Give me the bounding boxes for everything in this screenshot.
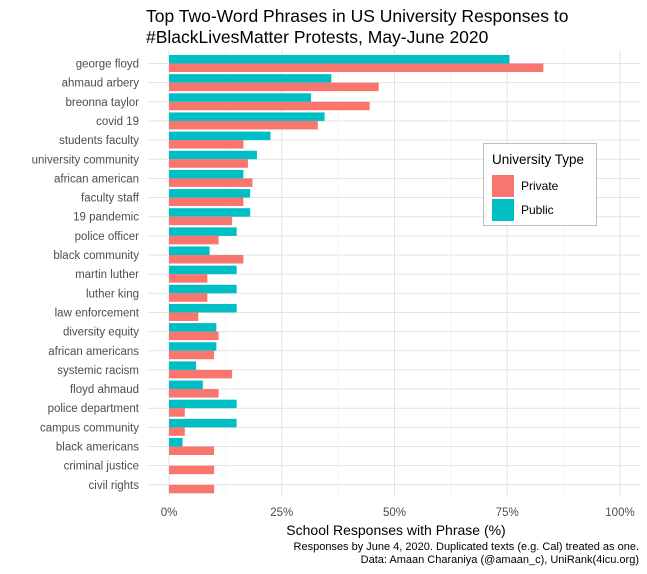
- bar-private: [169, 140, 244, 149]
- bar-private: [169, 235, 219, 245]
- bar-private: [169, 369, 233, 379]
- bar-public: [169, 323, 217, 332]
- x-tick-label: 25%: [270, 507, 293, 519]
- legend-key-private: [492, 175, 514, 197]
- y-tick-label: police department: [48, 403, 140, 415]
- bar-private: [169, 331, 219, 341]
- bar-private: [169, 446, 215, 455]
- y-tick-label: luther king: [86, 288, 139, 300]
- bar-private: [169, 389, 219, 398]
- y-tick-label: covid 19: [96, 116, 139, 128]
- bar-private: [169, 255, 244, 264]
- y-tick-label: african american: [54, 173, 139, 185]
- y-tick-label: black americans: [56, 442, 139, 454]
- y-tick-label: civil rights: [89, 480, 140, 492]
- bar-private: [169, 159, 248, 168]
- y-tick-label: martin luther: [75, 269, 139, 281]
- bar-private: [169, 101, 370, 111]
- bar-public: [169, 131, 271, 141]
- bar-public: [169, 169, 244, 179]
- y-tick-label: african americans: [48, 346, 139, 358]
- bar-private: [169, 484, 215, 494]
- bar-private: [169, 274, 208, 283]
- y-tick-label: students faculty: [59, 135, 139, 147]
- y-tick-label: diversity equity: [63, 327, 139, 339]
- y-tick-label: police officer: [75, 231, 140, 243]
- y-axis-labels: george floyd ahmaud arbery breonna taylor c…: [32, 59, 140, 492]
- chart-title: Top Two-Word Phrases in US University Re…: [146, 6, 636, 48]
- y-tick-label: campus community: [40, 422, 139, 434]
- x-tick-label: 0%: [161, 507, 178, 519]
- bar-public: [169, 112, 325, 121]
- x-tick-label: 50%: [383, 507, 406, 519]
- legend-key-public: [492, 199, 514, 221]
- bar-public: [169, 227, 237, 236]
- y-tick-label: breonna taylor: [65, 97, 139, 109]
- bar-private: [169, 216, 233, 226]
- bar-public: [169, 438, 183, 447]
- bar-public: [169, 55, 510, 64]
- bar-private: [169, 408, 185, 417]
- bar-public: [169, 399, 237, 409]
- bar-public: [169, 93, 312, 102]
- caption: Responses by June 4, 2020. Duplicated te…: [294, 541, 639, 567]
- bar-private: [169, 427, 185, 436]
- caption-line-1: Responses by June 4, 2020. Duplicated te…: [293, 541, 639, 553]
- caption-line-2: Data: Amaan Charaniya (@amaan_c), UniRan…: [360, 554, 639, 566]
- bar-private: [169, 350, 215, 360]
- bar-private: [169, 63, 544, 72]
- y-tick-label: ahmaud arbery: [62, 78, 140, 90]
- y-tick-label: floyd ahmaud: [70, 384, 139, 396]
- y-tick-label: criminal justice: [64, 461, 139, 473]
- bar-private: [169, 465, 215, 475]
- y-tick-label: systemic racism: [57, 365, 139, 377]
- legend-label-private: Private: [521, 179, 559, 193]
- chart-title-line-1: Top Two-Word Phrases in US University Re…: [146, 6, 569, 26]
- y-tick-label: faculty staff: [81, 193, 140, 205]
- x-tick-label: 100%: [605, 507, 634, 519]
- y-tick-label: university community: [32, 154, 140, 166]
- bar-public: [169, 246, 210, 255]
- bar-public: [169, 208, 251, 217]
- bars: [169, 55, 544, 494]
- bar-public: [169, 361, 197, 370]
- bar-public: [169, 418, 237, 428]
- chart-title-line-2: #BlackLivesMatter Protests, May-June 202…: [146, 27, 489, 47]
- bar-public: [169, 284, 237, 294]
- bar-private: [169, 120, 318, 130]
- y-tick-label: law enforcement: [55, 307, 140, 319]
- legend-label-public: Public: [521, 203, 554, 217]
- bar-private: [169, 293, 208, 302]
- x-axis-labels: 0% 25% 50% 75% 100%: [161, 507, 635, 519]
- legend-title: University Type: [492, 152, 585, 167]
- x-tick-label: 75%: [496, 507, 519, 519]
- bar-public: [169, 342, 217, 351]
- bar-public: [169, 265, 237, 275]
- y-tick-label: george floyd: [76, 59, 139, 71]
- bar-private: [169, 312, 199, 321]
- y-tick-label: black community: [53, 250, 139, 262]
- y-tick-label: 19 pandemic: [73, 212, 139, 224]
- bar-public: [169, 189, 251, 198]
- bar-private: [169, 197, 244, 207]
- bar-public: [169, 150, 257, 160]
- legend: University Type Private Public: [483, 143, 597, 226]
- bar-public: [169, 74, 332, 83]
- bar-public: [169, 303, 237, 313]
- bar-public: [169, 380, 203, 390]
- bar-private: [169, 82, 379, 92]
- x-axis-title: School Responses with Phrase (%): [286, 522, 505, 538]
- bar-private: [169, 178, 253, 187]
